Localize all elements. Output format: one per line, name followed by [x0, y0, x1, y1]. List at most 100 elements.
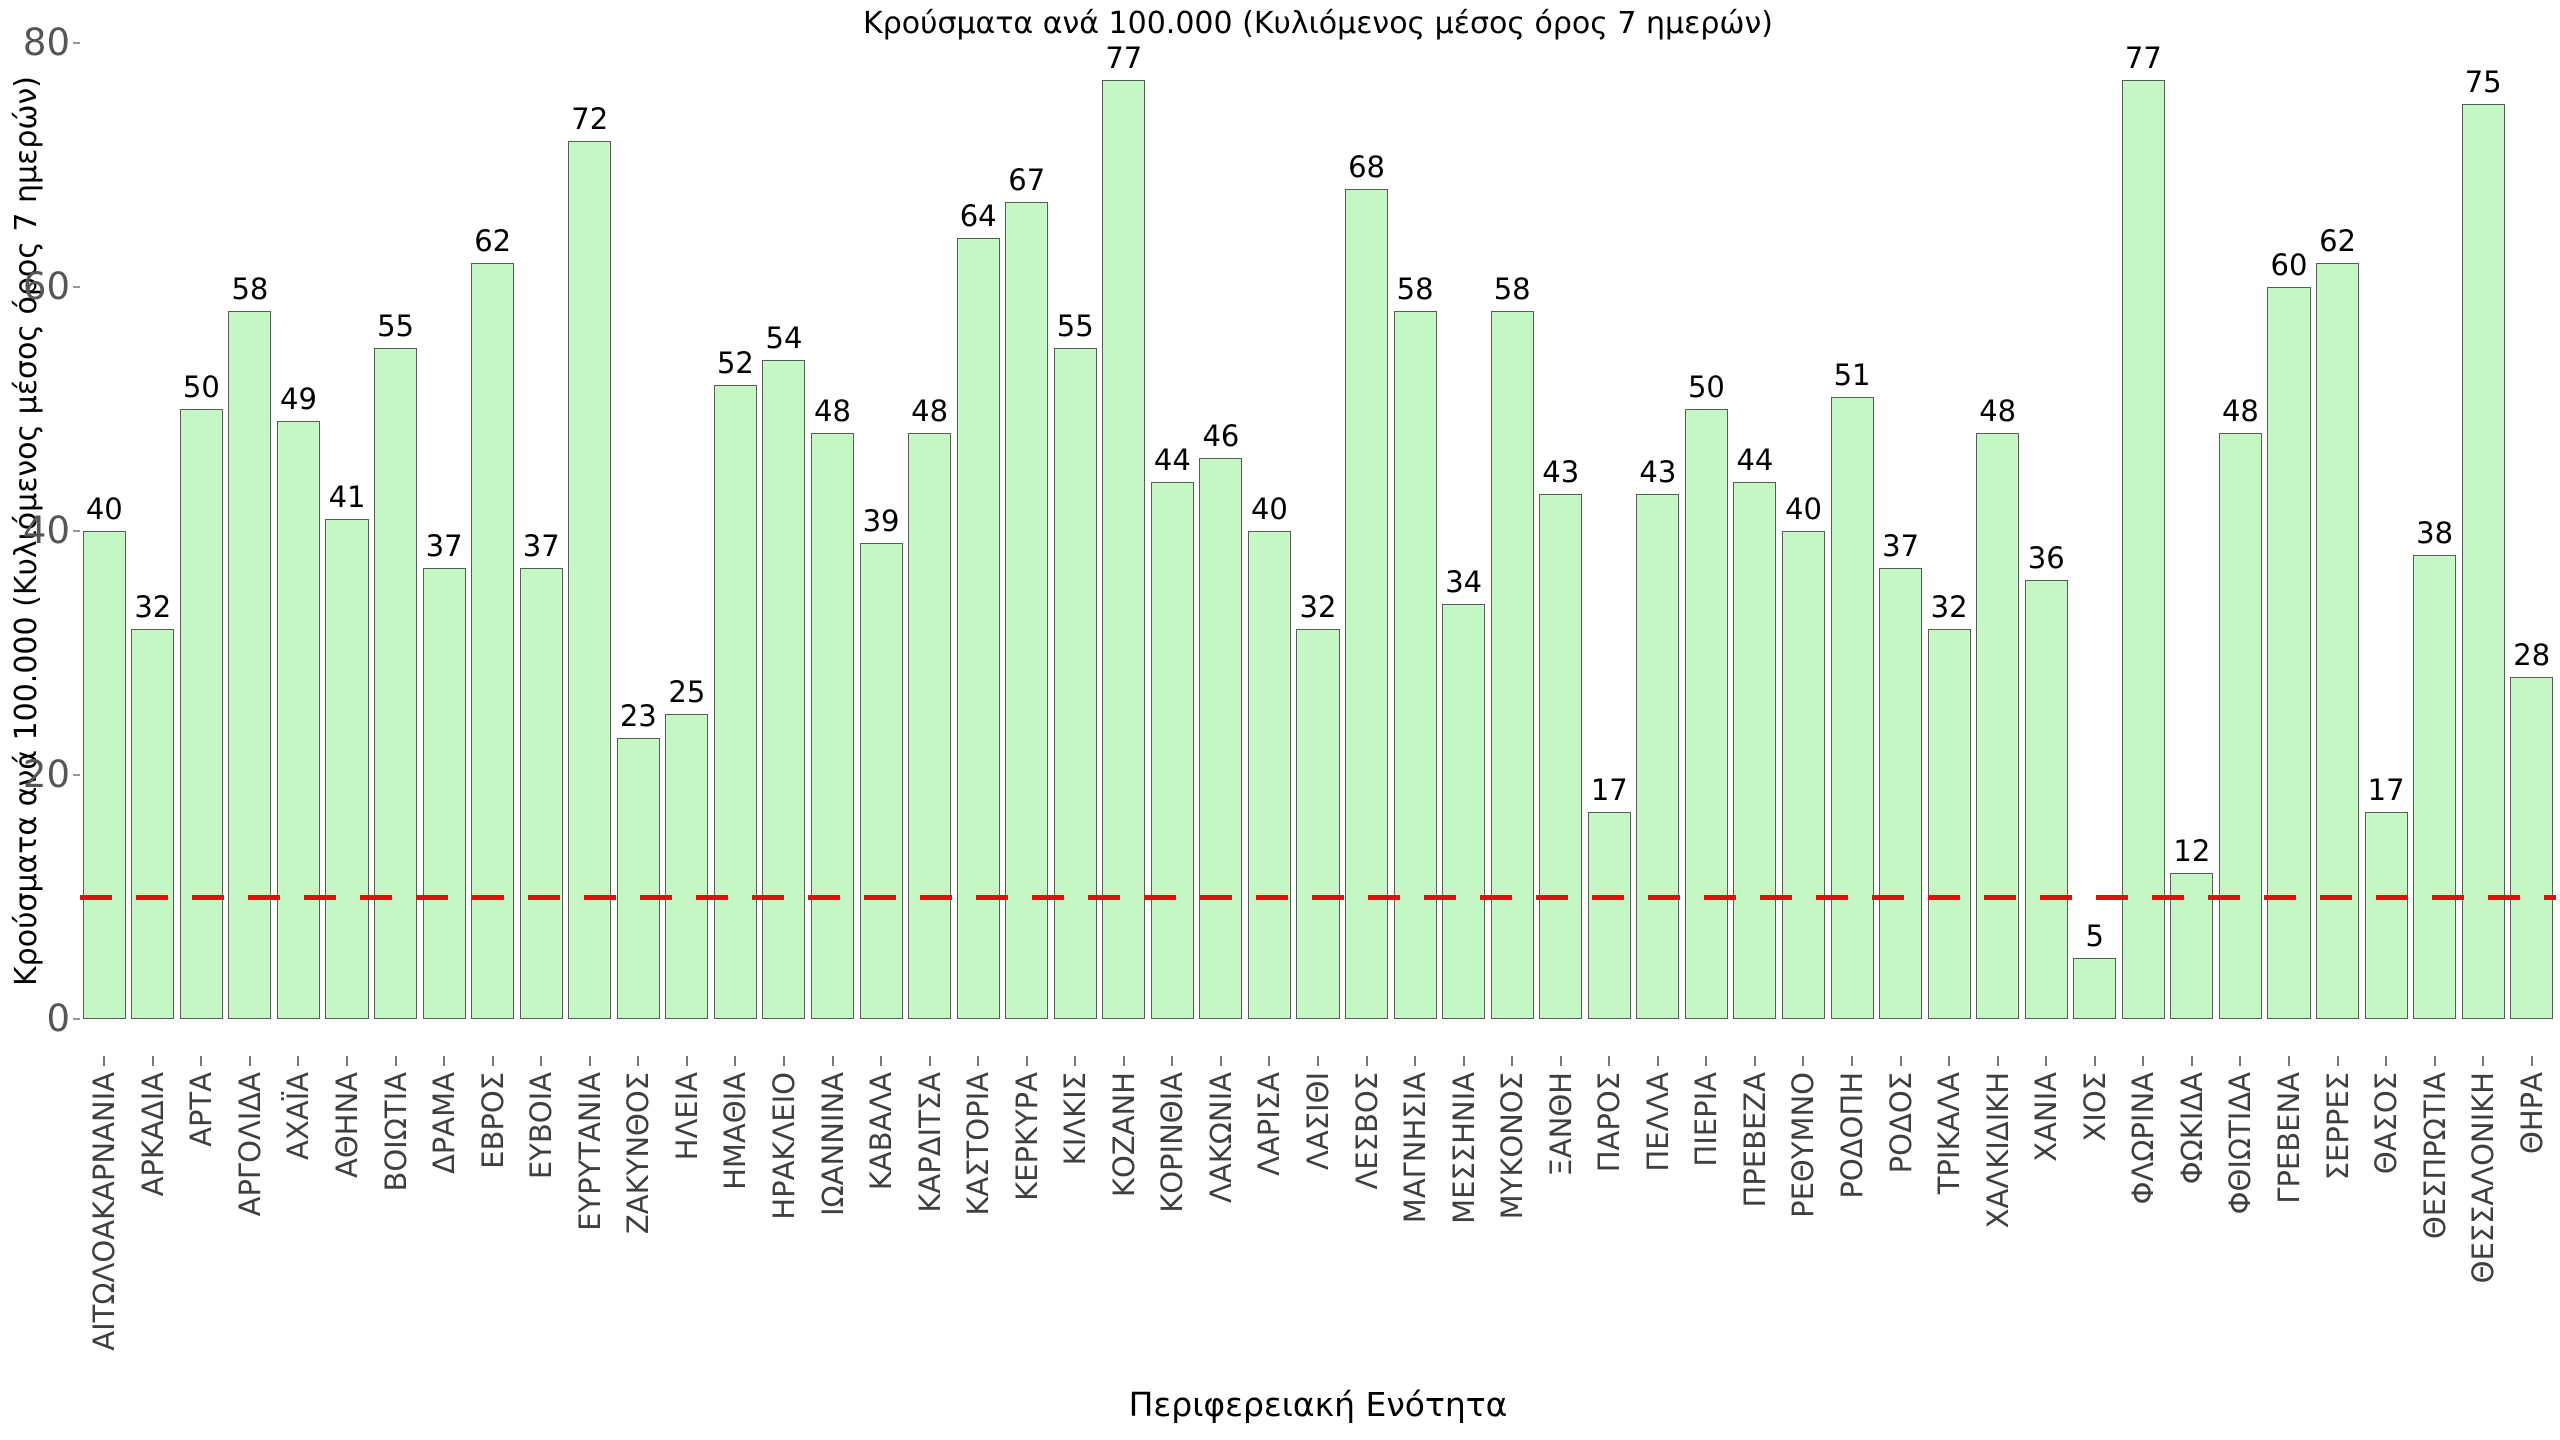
bar	[1247, 531, 1291, 1019]
x-tick-label: ΞΑΝΘΗ	[1543, 1072, 1578, 1177]
y-tick-label: 40	[22, 509, 70, 552]
y-tick-mark	[73, 774, 80, 776]
bar	[1053, 348, 1097, 1019]
bar	[665, 714, 709, 1019]
bar-value-label: 40	[1250, 492, 1288, 526]
bar-value-label: 37	[425, 528, 463, 563]
bar-value-label: 34	[1445, 565, 1483, 600]
bar-value-label: 32	[1299, 589, 1337, 624]
bar	[2073, 958, 2117, 1019]
x-tick-mark	[2093, 1056, 2096, 1066]
x-tick-mark	[103, 1056, 106, 1066]
x-tick-label: ΙΩΑΝΝΙΝΑ	[815, 1072, 850, 1217]
bar-value-label: 77	[1105, 40, 1143, 75]
y-tick-mark	[73, 286, 80, 288]
x-tick-mark	[1122, 1056, 1125, 1066]
y-tick-mark	[73, 42, 80, 44]
bar	[2267, 287, 2311, 1019]
x-tick-label: ΑΘΗΝΑ	[330, 1072, 365, 1179]
y-tick-label: 20	[22, 753, 70, 796]
bar	[2461, 104, 2505, 1019]
x-tick-mark	[1608, 1056, 1611, 1066]
bar-value-label: 12	[2173, 833, 2211, 868]
x-tick-mark	[2045, 1056, 2048, 1066]
x-tick-mark	[977, 1056, 980, 1066]
bar-value-label: 48	[2221, 394, 2259, 429]
x-tick-mark	[2336, 1056, 2339, 1066]
bar	[471, 262, 515, 1019]
x-tick-label: ΧΙΟΣ	[2077, 1072, 2112, 1142]
bar-value-label: 43	[1639, 455, 1677, 490]
x-tick-label: ΚΑΣΤΟΡΙΑ	[961, 1072, 996, 1216]
bar	[1345, 189, 1389, 1019]
x-tick-mark	[151, 1056, 154, 1066]
bar-value-label: 49	[280, 382, 317, 417]
bar	[1636, 494, 1680, 1019]
x-tick-mark	[443, 1056, 446, 1066]
x-tick-mark	[1219, 1056, 1222, 1066]
bar-value-label: 52	[716, 345, 754, 380]
x-tick-mark	[1317, 1056, 1319, 1066]
x-tick-label: ΡΟΔΟΣ	[1883, 1072, 1918, 1174]
bar-value-label: 48	[814, 394, 851, 429]
bar	[762, 360, 806, 1019]
x-tick-mark	[346, 1056, 349, 1066]
bar-value-label: 75	[2464, 65, 2502, 99]
x-tick-mark	[782, 1056, 785, 1066]
x-tick-label: ΡΕΘΥΜΝΟ	[1786, 1072, 1821, 1218]
x-tick-mark	[880, 1056, 883, 1066]
y-tick-mark	[73, 1018, 80, 1020]
bar	[1199, 457, 1243, 1019]
x-tick-label: ΔΡΑΜΑ	[427, 1072, 462, 1175]
bar	[1684, 409, 1728, 1019]
bar	[374, 348, 418, 1019]
bar	[276, 421, 320, 1019]
bar	[179, 409, 223, 1019]
x-tick-mark	[1802, 1056, 1805, 1066]
x-tick-mark	[1899, 1056, 1902, 1066]
x-tick-label: ΛΑΣΙΘΙ	[1301, 1072, 1335, 1170]
x-tick-label: ΠΕΛΛΑ	[1640, 1072, 1675, 1172]
bar-value-label: 37	[522, 528, 560, 563]
bar	[568, 140, 612, 1019]
x-tick-label: ΒΟΙΩΤΙΑ	[378, 1072, 413, 1192]
bar-value-label: 68	[1348, 150, 1385, 185]
x-tick-label: ΠΡΕΒΕΖΑ	[1737, 1072, 1772, 1208]
bar-value-label: 58	[1493, 272, 1531, 307]
bar-value-label: 36	[2027, 540, 2065, 575]
bar	[859, 543, 903, 1019]
x-tick-label: ΡΟΔΟΠΗ	[1835, 1072, 1870, 1199]
threshold-line	[80, 894, 2556, 900]
bar	[131, 628, 175, 1019]
x-tick-label: ΘΗΡΑ	[2514, 1072, 2549, 1154]
x-tick-label: ΜΥΚΟΝΟΣ	[1495, 1072, 1530, 1220]
bar	[2121, 79, 2165, 1019]
x-tick-mark	[1511, 1056, 1514, 1066]
x-tick-label: ΑΡΓΟΛΙΔΑ	[232, 1072, 267, 1217]
x-tick-label: ΜΑΓΝΗΣΙΑ	[1398, 1072, 1433, 1224]
bar	[2024, 579, 2068, 1019]
bar	[1393, 311, 1437, 1019]
bar	[2316, 262, 2360, 1019]
x-tick-mark	[2482, 1056, 2485, 1066]
bar	[1879, 567, 1923, 1019]
x-tick-label: ΑΡΚΑΔΙΑ	[135, 1072, 170, 1197]
chart-title: Κρούσματα ανά 100.000 (Κυλιόμενος μέσος …	[863, 6, 1773, 41]
bar-value-label: 50	[1687, 370, 1725, 404]
x-tick-label: ΧΑΛΚΙΔΙΚΗ	[1980, 1072, 2015, 1229]
x-tick-mark	[394, 1056, 397, 1066]
x-tick-mark	[2530, 1056, 2533, 1066]
bar-value-label: 60	[2270, 248, 2308, 282]
x-tick-label: ΧΑΝΙΑ	[2029, 1072, 2064, 1162]
bar-value-label: 54	[765, 321, 803, 356]
y-tick-label: 80	[22, 21, 70, 64]
x-tick-label: ΕΥΒΟΙΑ	[524, 1072, 559, 1180]
x-tick-mark	[1996, 1056, 1999, 1066]
x-tick-mark	[2190, 1056, 2193, 1066]
x-tick-label: ΠΑΡΟΣ	[1592, 1072, 1627, 1173]
x-tick-mark	[1705, 1056, 1708, 1066]
x-tick-mark	[1365, 1056, 1368, 1066]
bar-value-label: 28	[2513, 638, 2551, 673]
bar-value-label: 23	[619, 699, 657, 734]
bar-value-label: 5	[2085, 919, 2104, 953]
